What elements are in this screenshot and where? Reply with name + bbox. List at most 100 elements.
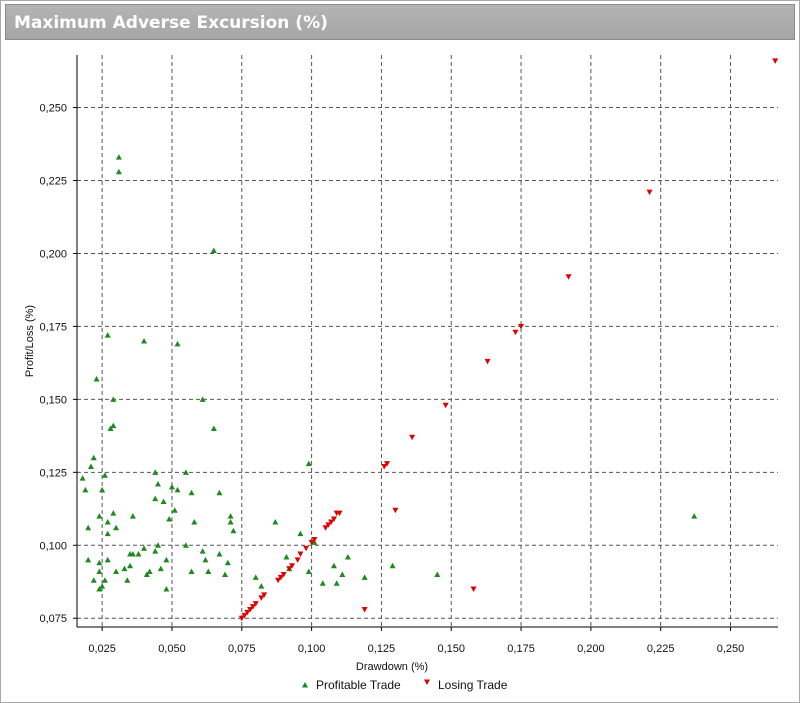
losing-trade-point xyxy=(322,525,329,531)
losing-trade-point xyxy=(277,574,284,581)
profitable-trade-point xyxy=(205,568,212,575)
profitable-trade-point xyxy=(127,551,134,557)
legend-label-profitable: Profitable Trade xyxy=(316,678,401,692)
profitable-trade-point xyxy=(96,559,103,566)
losing-trade-point xyxy=(565,274,572,280)
profitable-trade-point xyxy=(182,469,189,475)
losing-trade-point xyxy=(333,510,340,517)
losing-trade-point xyxy=(772,58,779,64)
losing-trade-point xyxy=(308,539,315,546)
profitable-trade-point xyxy=(330,562,337,569)
profitable-trade-point xyxy=(283,553,290,560)
losing-trade-point xyxy=(646,189,653,196)
profitable-trade-point xyxy=(85,524,92,531)
profitable-trade-point xyxy=(191,518,198,525)
profitable-trade-point xyxy=(135,551,142,557)
profitable-trade-point xyxy=(104,518,111,525)
x-axis-label: Drawdown (%) xyxy=(356,661,428,673)
losing-trade-point xyxy=(247,606,254,613)
y-tick-labels: 0,075 0,100 0,125 0,150 0,175 0,200 0,225 0,250 xyxy=(39,103,67,626)
x-tick-label: 0,200 xyxy=(577,643,605,655)
y-tick-label: 0,075 xyxy=(39,613,67,625)
title-bar: Maximum Adverse Excursion (%) xyxy=(5,4,795,40)
profitable-trade-point xyxy=(210,425,217,432)
profitable-trade-point xyxy=(154,542,161,548)
profitable-trade-point xyxy=(361,574,368,580)
profitable-trade-point xyxy=(152,548,159,554)
losing-trade-point xyxy=(325,522,332,528)
profitable-trade-point xyxy=(96,568,103,575)
profitable-trade-point xyxy=(157,565,164,572)
y-axis-label: Profit/Loss (%) xyxy=(24,305,36,377)
x-tick-label: 0,025 xyxy=(88,643,116,655)
x-tick-labels: 0,025 0,050 0,075 0,100 0,125 0,150 0,175 0,200… xyxy=(88,643,744,655)
profitable-trade-point xyxy=(107,425,114,432)
profitable-trade-point xyxy=(113,524,120,531)
profitable-trade-point xyxy=(272,518,279,525)
profitable-trade-point xyxy=(227,518,234,525)
profitable-trade-point xyxy=(87,463,94,469)
y-tick-label: 0,225 xyxy=(39,175,67,187)
profitable-trade-point xyxy=(339,571,346,577)
x-tick-label: 0,125 xyxy=(368,643,396,655)
losing-trade-point xyxy=(286,566,293,572)
profitable-trade-point xyxy=(90,577,97,583)
profitable-trade-point xyxy=(333,580,340,586)
profitable-trade-point xyxy=(115,168,122,175)
profitable-trade-point xyxy=(154,481,161,487)
losing-trade-point xyxy=(241,612,248,619)
profitable-trade-point xyxy=(305,460,312,467)
legend-marker-losing xyxy=(424,679,430,685)
profitable-trade-point xyxy=(79,475,86,481)
profitable-trade-point xyxy=(168,483,175,490)
losing-trade-point xyxy=(289,563,296,569)
profitable-trade-point xyxy=(99,486,106,493)
losing-trade-point xyxy=(470,586,477,593)
profitable-trade-point xyxy=(188,489,195,496)
profitable-trade-point xyxy=(230,527,237,534)
profitable-trade-point xyxy=(129,513,136,519)
losing-trade-point xyxy=(275,577,282,584)
profitable-trade-point xyxy=(85,556,92,563)
losing-trade-point xyxy=(311,536,318,543)
profitable-trade-point xyxy=(110,510,117,516)
profitable-trade-point xyxy=(224,559,231,566)
losing-trade-point xyxy=(512,329,519,336)
losing-trade-point xyxy=(484,358,491,365)
profitable-trade-point xyxy=(101,472,108,478)
profitable-trade-point xyxy=(143,571,150,577)
profitable-trade-point xyxy=(389,562,396,569)
losing-trade-point xyxy=(518,323,525,330)
losing-trade-point xyxy=(244,609,251,616)
legend: Profitable Trade Losing Trade xyxy=(302,678,508,692)
y-tick-label: 0,250 xyxy=(39,103,67,115)
losing-trade-point xyxy=(384,461,391,467)
profitable-trade-point xyxy=(199,548,206,554)
y-tick-label: 0,200 xyxy=(39,248,67,260)
losing-trade-point xyxy=(280,571,287,578)
profitable-trade-point xyxy=(113,568,120,575)
profitable-trade-point xyxy=(297,530,304,537)
y-tick-label: 0,125 xyxy=(39,467,67,479)
y-tick-label: 0,100 xyxy=(39,540,67,552)
profitable-trade-point xyxy=(141,338,148,344)
profitable-trade-point xyxy=(82,486,89,493)
axes xyxy=(73,55,778,631)
profitable-trade-point xyxy=(99,583,106,589)
losing-trade-point xyxy=(252,601,259,607)
losing-trade-point xyxy=(330,516,337,523)
profitable-trade-point xyxy=(199,396,206,402)
x-tick-label: 0,050 xyxy=(158,643,186,655)
losing-trade-point xyxy=(328,519,335,525)
losing-trade-point xyxy=(442,402,449,409)
profitable-trade-point xyxy=(110,396,117,402)
losing-trade-point xyxy=(381,463,388,470)
profitable-trade-point xyxy=(93,375,100,382)
profitable-trade-point xyxy=(166,516,173,522)
profitable-trade-point xyxy=(216,551,223,557)
profitable-trade-point xyxy=(252,574,259,580)
x-tick-label: 0,150 xyxy=(437,643,465,655)
profitable-trade-point xyxy=(96,513,103,519)
